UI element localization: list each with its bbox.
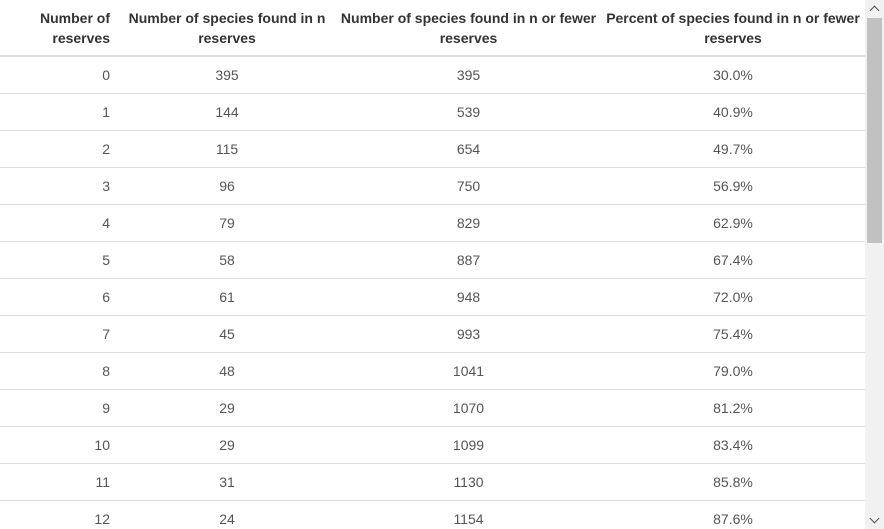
cell-species-in-n: 29 bbox=[118, 426, 336, 464]
table-row: 10 29 1099 83.4% bbox=[0, 426, 865, 464]
cell-percent: 72.0% bbox=[601, 278, 865, 316]
cell-species-in-n: 48 bbox=[118, 352, 336, 390]
cell-species-in-n: 31 bbox=[118, 463, 336, 501]
cell-reserves: 3 bbox=[0, 167, 118, 205]
cell-percent: 56.9% bbox=[601, 167, 865, 205]
cell-species-in-n-or-fewer: 1130 bbox=[336, 463, 601, 501]
table-row: 2 115 654 49.7% bbox=[0, 130, 865, 168]
table-header: Number of reserves Number of species fou… bbox=[0, 0, 865, 57]
cell-species-in-n: 29 bbox=[118, 389, 336, 427]
table-row: 11 31 1130 85.8% bbox=[0, 463, 865, 501]
cell-reserves: 10 bbox=[0, 426, 118, 464]
cell-reserves: 0 bbox=[0, 56, 118, 94]
table-row: 0 395 395 30.0% bbox=[0, 56, 865, 94]
cell-species-in-n-or-fewer: 829 bbox=[336, 204, 601, 242]
cell-percent: 40.9% bbox=[601, 93, 865, 131]
header-species-in-n-reserves: Number of species found in n reserves bbox=[118, 0, 336, 57]
scrollbar-thumb[interactable] bbox=[867, 18, 882, 243]
cell-species-in-n-or-fewer: 948 bbox=[336, 278, 601, 316]
cell-reserves: 1 bbox=[0, 93, 118, 131]
cell-species-in-n-or-fewer: 750 bbox=[336, 167, 601, 205]
cell-reserves: 4 bbox=[0, 204, 118, 242]
cell-species-in-n: 395 bbox=[118, 56, 336, 94]
header-number-of-reserves: Number of reserves bbox=[0, 0, 118, 57]
chevron-down-icon[interactable] bbox=[865, 512, 884, 529]
cell-species-in-n: 45 bbox=[118, 315, 336, 353]
cell-percent: 83.4% bbox=[601, 426, 865, 464]
table-row: 3 96 750 56.9% bbox=[0, 167, 865, 205]
cell-species-in-n: 96 bbox=[118, 167, 336, 205]
cell-percent: 49.7% bbox=[601, 130, 865, 168]
species-table-container: Number of reserves Number of species fou… bbox=[0, 0, 865, 529]
cell-reserves: 7 bbox=[0, 315, 118, 353]
cell-species-in-n: 79 bbox=[118, 204, 336, 242]
cell-species-in-n: 24 bbox=[118, 500, 336, 529]
cell-percent: 62.9% bbox=[601, 204, 865, 242]
chevron-up-icon[interactable] bbox=[865, 0, 884, 17]
table-row: 7 45 993 75.4% bbox=[0, 315, 865, 353]
cell-reserves: 2 bbox=[0, 130, 118, 168]
cell-percent: 81.2% bbox=[601, 389, 865, 427]
header-percent-in-n-or-fewer: Percent of species found in n or fewer r… bbox=[601, 0, 865, 57]
table-row: 5 58 887 67.4% bbox=[0, 241, 865, 279]
cell-species-in-n-or-fewer: 1154 bbox=[336, 500, 601, 529]
cell-species-in-n-or-fewer: 1099 bbox=[336, 426, 601, 464]
cell-percent: 75.4% bbox=[601, 315, 865, 353]
table-row: 12 24 1154 87.6% bbox=[0, 500, 865, 529]
cell-reserves: 11 bbox=[0, 463, 118, 501]
cell-percent: 30.0% bbox=[601, 56, 865, 94]
cell-species-in-n: 144 bbox=[118, 93, 336, 131]
cell-reserves: 8 bbox=[0, 352, 118, 390]
table-row: 4 79 829 62.9% bbox=[0, 204, 865, 242]
cell-percent: 67.4% bbox=[601, 241, 865, 279]
cell-reserves: 12 bbox=[0, 500, 118, 529]
cell-percent: 79.0% bbox=[601, 352, 865, 390]
cell-percent: 85.8% bbox=[601, 463, 865, 501]
table-row: 1 144 539 40.9% bbox=[0, 93, 865, 131]
cell-percent: 87.6% bbox=[601, 500, 865, 529]
cell-species-in-n: 61 bbox=[118, 278, 336, 316]
table-row: 8 48 1041 79.0% bbox=[0, 352, 865, 390]
cell-species-in-n-or-fewer: 993 bbox=[336, 315, 601, 353]
cell-species-in-n-or-fewer: 1070 bbox=[336, 389, 601, 427]
cell-species-in-n: 115 bbox=[118, 130, 336, 168]
cell-reserves: 5 bbox=[0, 241, 118, 279]
table-row: 6 61 948 72.0% bbox=[0, 278, 865, 316]
vertical-scrollbar[interactable] bbox=[865, 0, 884, 529]
cell-species-in-n-or-fewer: 395 bbox=[336, 56, 601, 94]
cell-species-in-n-or-fewer: 887 bbox=[336, 241, 601, 279]
header-row: Number of reserves Number of species fou… bbox=[0, 0, 865, 57]
cell-species-in-n: 58 bbox=[118, 241, 336, 279]
cell-species-in-n-or-fewer: 1041 bbox=[336, 352, 601, 390]
cell-species-in-n-or-fewer: 654 bbox=[336, 130, 601, 168]
table-body: 0 395 395 30.0% 1 144 539 40.9% 2 115 654 49.7% 3 96 7… bbox=[0, 56, 865, 529]
cell-species-in-n-or-fewer: 539 bbox=[336, 93, 601, 131]
table-row: 9 29 1070 81.2% bbox=[0, 389, 865, 427]
cell-reserves: 6 bbox=[0, 278, 118, 316]
header-species-in-n-or-fewer: Number of species found in n or fewer re… bbox=[336, 0, 601, 57]
species-table: Number of reserves Number of species fou… bbox=[0, 0, 865, 529]
cell-reserves: 9 bbox=[0, 389, 118, 427]
